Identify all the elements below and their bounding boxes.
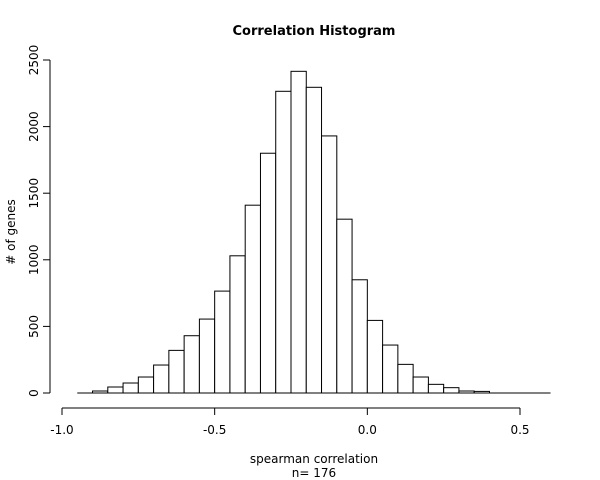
y-tick-label: 1500 (27, 178, 41, 209)
x-axis: -1.0 -0.5 0.0 0.5 (50, 407, 530, 437)
y-tick-label: 500 (27, 315, 41, 338)
histogram-bar (153, 364, 170, 394)
histogram-bar (397, 363, 414, 394)
sample-size-label: n= 176 (292, 466, 336, 480)
histogram-bar (290, 70, 307, 394)
histogram-bar (412, 376, 429, 394)
histogram-bar (107, 386, 124, 394)
histogram-bar (443, 387, 460, 394)
histogram-bar (351, 279, 368, 394)
histogram-bar (122, 382, 139, 394)
x-axis-label: spearman correlation (250, 452, 378, 466)
x-tick-label: 0.0 (358, 423, 377, 437)
histogram-bar (382, 344, 399, 394)
y-axis: 0 500 1000 1500 2000 2500 (27, 45, 51, 397)
histogram-bar (183, 335, 200, 394)
histogram-bar (427, 383, 445, 394)
y-tick-label: 0 (27, 389, 41, 397)
y-axis-ticks: 0 500 1000 1500 2000 2500 (27, 45, 50, 397)
y-tick-label: 2000 (27, 111, 41, 142)
histogram-bar (214, 290, 231, 394)
histogram-bar (137, 376, 155, 394)
histogram-bar (305, 86, 323, 394)
y-tick-label: 1000 (27, 245, 41, 276)
y-tick-label: 2500 (27, 45, 41, 76)
histogram-bar (229, 255, 246, 394)
histogram-bar (321, 135, 338, 394)
chart-title: Correlation Histogram (233, 24, 396, 39)
histogram-bar (275, 90, 292, 394)
histogram-bar (259, 152, 277, 394)
histogram-bars (77, 70, 551, 394)
histogram-bar (168, 349, 185, 394)
histogram-bar (336, 218, 353, 394)
histogram-bar (198, 318, 216, 394)
x-tick-label: -0.5 (203, 423, 226, 437)
x-tick-label: -1.0 (50, 423, 73, 437)
x-tick-label: 0.5 (510, 423, 529, 437)
y-axis-label: # of genes (4, 199, 18, 265)
x-axis-ticks: -1.0 -0.5 0.0 0.5 (50, 408, 530, 437)
histogram-bar (244, 204, 261, 394)
histogram-bar (366, 319, 384, 394)
